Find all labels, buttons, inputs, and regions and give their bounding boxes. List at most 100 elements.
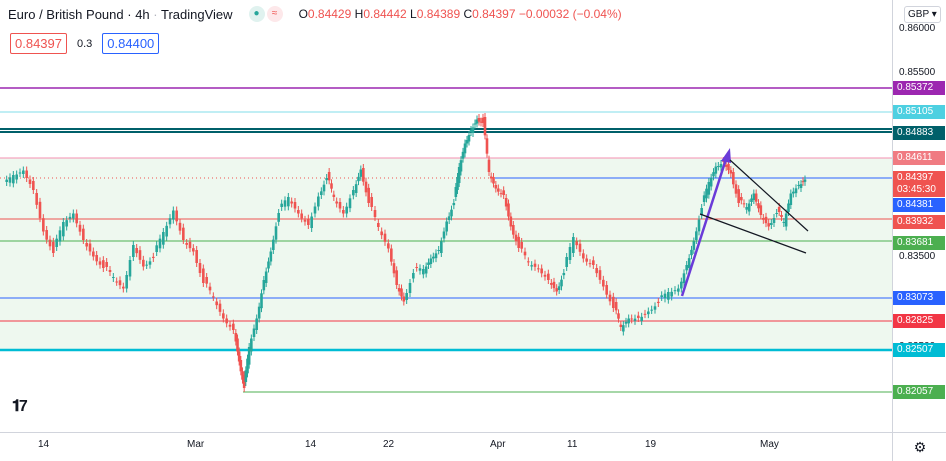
candle-body	[25, 170, 28, 178]
candle-body	[165, 225, 168, 237]
candle-body	[52, 241, 55, 253]
candle-body	[727, 163, 730, 171]
candle-body	[512, 225, 515, 235]
trend-arrow-line	[680, 155, 729, 297]
buy-button[interactable]: 0.84400	[102, 33, 160, 54]
time-axis[interactable]: 14 Mar 14 22 Apr 11 19 May	[0, 432, 892, 461]
candle-body	[709, 177, 713, 187]
candle-body	[418, 268, 422, 271]
sell-button[interactable]: 0.84397	[10, 33, 67, 54]
candle-body	[588, 263, 592, 265]
candle-body	[772, 218, 776, 223]
candle-body	[697, 219, 701, 232]
low-label: L	[410, 7, 417, 21]
market-status[interactable]: ● ≈	[248, 6, 283, 22]
candle-body	[198, 263, 202, 273]
candle-body	[12, 175, 15, 184]
candle-body	[467, 135, 471, 142]
candle-body	[108, 270, 112, 272]
candle-body	[578, 243, 582, 252]
candle-body	[602, 279, 605, 287]
candle-body	[237, 351, 241, 362]
candle-body	[622, 325, 625, 332]
change-value: −0.00032 (−0.04%)	[518, 7, 622, 21]
candle-body	[605, 285, 608, 295]
currency-selector[interactable]: GBP ▾	[904, 6, 941, 23]
candle-body	[330, 183, 333, 189]
candle-body	[677, 288, 680, 292]
candle-body	[492, 177, 495, 184]
chart-area[interactable]	[0, 0, 892, 432]
candle-body	[359, 169, 363, 177]
candle-body	[422, 269, 425, 275]
candle-body	[68, 216, 72, 219]
candle-body	[415, 267, 418, 268]
candle-body	[138, 250, 142, 260]
candle-body	[152, 256, 155, 258]
candle-body	[432, 256, 435, 259]
candle-body	[102, 260, 105, 268]
candle-body	[572, 237, 575, 253]
candle-body	[695, 231, 698, 240]
candle-body	[657, 301, 660, 303]
candle-body	[565, 257, 568, 267]
candle-body	[162, 232, 165, 245]
candle-body	[752, 193, 756, 200]
time-tick: 11	[567, 439, 578, 450]
candle-body	[481, 117, 485, 123]
candle-body	[780, 215, 783, 217]
candle-body	[429, 258, 433, 264]
price-chart[interactable]	[0, 0, 892, 432]
price-axis[interactable]: 0.860000.855000.850000.845000.840000.835…	[892, 0, 946, 432]
candle-body	[507, 203, 510, 217]
candle-body	[75, 213, 78, 224]
candle-body	[18, 172, 22, 174]
wedge-lower-line	[699, 213, 807, 254]
symbol-title[interactable]: Euro / British Pound · 4h · TradingView	[8, 6, 233, 22]
candle-body	[459, 160, 463, 172]
candle-body	[685, 265, 688, 271]
candle-body	[287, 197, 290, 207]
candle-body	[643, 313, 647, 315]
candle-body	[477, 118, 481, 122]
tradingview-logo[interactable]: 𝟏7	[12, 398, 28, 415]
candle-body	[754, 193, 758, 202]
candle-body	[408, 283, 412, 293]
candle-body	[400, 288, 403, 297]
candle-body	[252, 328, 256, 337]
candle-body	[509, 216, 513, 227]
candle-body	[188, 241, 192, 249]
candle-body	[412, 273, 415, 279]
candle-body	[452, 203, 456, 206]
time-tick: May	[760, 439, 779, 450]
candle-body	[445, 221, 448, 232]
chart-settings-button[interactable]: ⚙	[892, 432, 946, 461]
price-tick: 0.86000	[899, 23, 936, 34]
candle-body	[797, 185, 800, 186]
price-level-label: 0.83073	[893, 291, 945, 305]
candle-body	[729, 170, 733, 174]
candle-body	[690, 249, 693, 256]
candle-body	[175, 210, 178, 222]
candle-body	[630, 318, 633, 320]
candle-body	[145, 264, 148, 266]
price-level-label: 0.85105	[893, 105, 945, 119]
candle-body	[122, 286, 125, 289]
candle-body	[332, 194, 336, 197]
candle-body	[364, 181, 368, 193]
candle-body	[290, 201, 293, 204]
candle-body	[619, 324, 623, 327]
candle-body	[803, 179, 807, 182]
candle-body	[497, 188, 500, 192]
candle-body	[450, 209, 453, 217]
candle-body	[383, 233, 387, 242]
candle-body	[320, 191, 323, 195]
candle-body	[560, 279, 563, 287]
candle-body	[489, 176, 493, 179]
candle-body	[479, 121, 483, 123]
candle-body	[8, 177, 12, 183]
candle-body	[310, 216, 313, 228]
price-level-label: 0.84381	[893, 198, 945, 212]
candle-body	[637, 315, 640, 318]
candle-body	[494, 185, 498, 189]
